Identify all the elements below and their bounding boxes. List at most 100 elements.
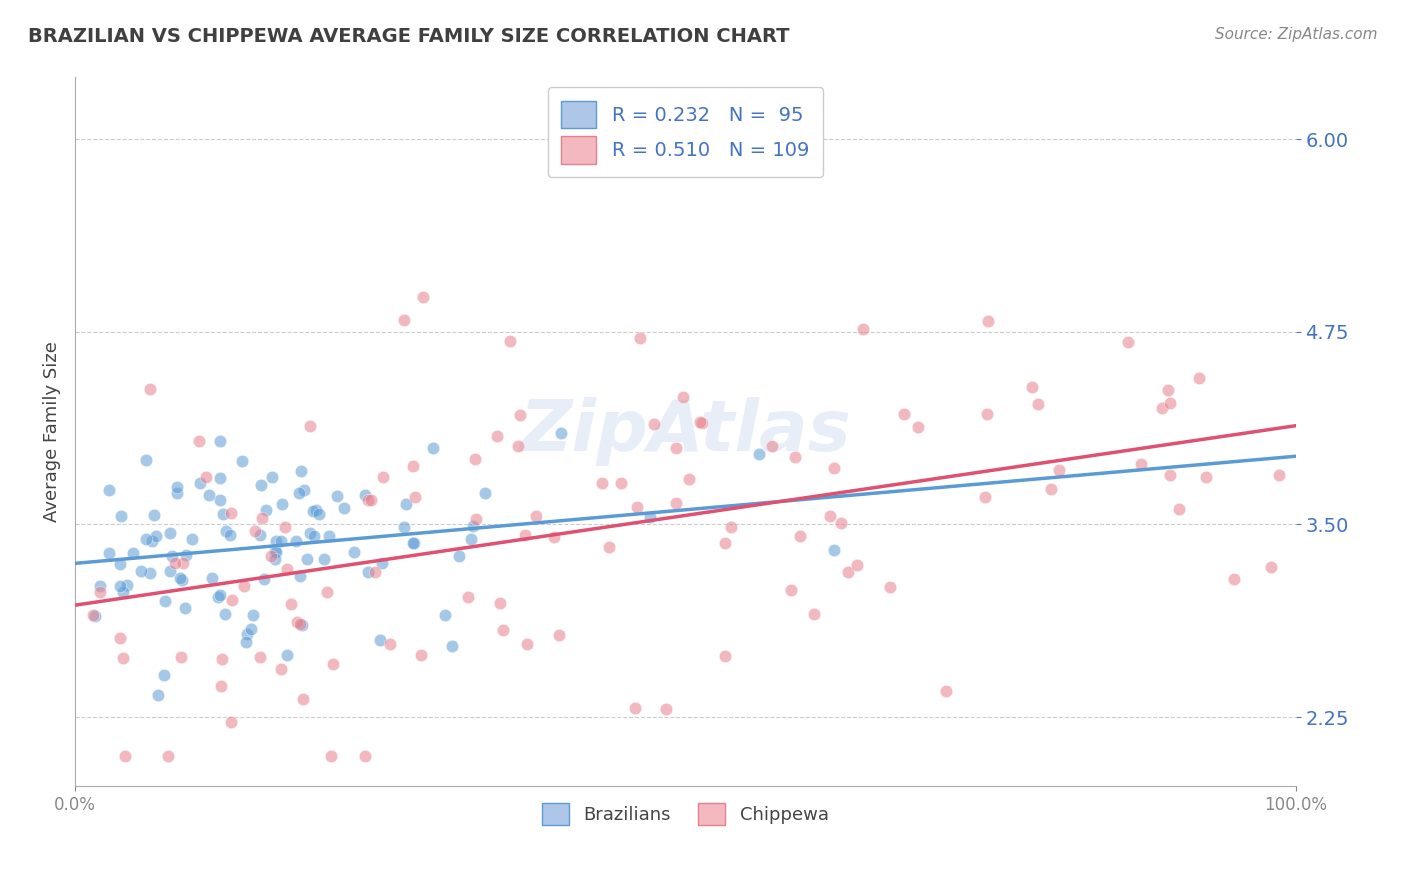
Point [162, 549, 184, 564]
Point [208, 492, 231, 507]
Point [298, 418, 321, 433]
Point [380, 637, 402, 651]
Point [485, 429, 508, 443]
Point [1039, 482, 1062, 496]
Point [308, 508, 330, 522]
Point [108, 557, 131, 571]
Point [288, 485, 311, 500]
Point [194, 470, 217, 484]
Point [221, 714, 243, 729]
Point [1150, 401, 1173, 415]
Legend: Brazilians, Chippewa: Brazilians, Chippewa [533, 794, 838, 834]
Point [250, 511, 273, 525]
Point [333, 501, 356, 516]
Point [159, 525, 181, 540]
Point [1159, 395, 1181, 409]
Point [1021, 380, 1043, 394]
Point [516, 637, 538, 651]
Point [1047, 463, 1070, 477]
Point [315, 584, 337, 599]
Point [218, 527, 240, 541]
Point [198, 488, 221, 502]
Point [626, 500, 648, 514]
Point [163, 556, 186, 570]
Point [153, 668, 176, 682]
Point [174, 548, 197, 562]
Point [678, 472, 700, 486]
Point [260, 549, 283, 564]
Point [441, 639, 464, 653]
Point [172, 573, 194, 587]
Point [270, 661, 292, 675]
Point [108, 579, 131, 593]
Point [1130, 457, 1153, 471]
Point [598, 540, 620, 554]
Point [243, 524, 266, 539]
Point [89, 579, 111, 593]
Point [371, 469, 394, 483]
Point [169, 571, 191, 585]
Point [548, 627, 571, 641]
Point [174, 601, 197, 615]
Point [188, 475, 211, 490]
Point [354, 488, 377, 502]
Point [672, 390, 695, 404]
Point [242, 607, 264, 622]
Point [1195, 470, 1218, 484]
Point [748, 447, 770, 461]
Point [250, 478, 273, 492]
Point [401, 535, 423, 549]
Point [509, 408, 531, 422]
Point [665, 496, 688, 510]
Point [610, 476, 633, 491]
Point [713, 649, 735, 664]
Point [357, 565, 380, 579]
Point [214, 524, 236, 538]
Point [221, 593, 243, 607]
Point [97, 483, 120, 497]
Point [188, 434, 211, 448]
Point [402, 535, 425, 549]
Point [181, 532, 204, 546]
Point [276, 648, 298, 662]
Point [973, 490, 995, 504]
Point [1260, 560, 1282, 574]
Point [498, 334, 520, 349]
Point [524, 509, 547, 524]
Point [368, 633, 391, 648]
Point [253, 572, 276, 586]
Point [111, 585, 134, 599]
Point [461, 519, 484, 533]
Point [108, 631, 131, 645]
Point [135, 453, 157, 467]
Point [624, 700, 647, 714]
Point [322, 657, 344, 672]
Point [148, 688, 170, 702]
Point [156, 748, 179, 763]
Point [135, 533, 157, 547]
Text: ZipAtlas: ZipAtlas [519, 398, 851, 467]
Point [249, 650, 271, 665]
Point [288, 568, 311, 582]
Point [285, 615, 308, 629]
Point [907, 419, 929, 434]
Point [508, 440, 530, 454]
Point [977, 314, 1000, 328]
Point [515, 528, 537, 542]
Point [139, 566, 162, 580]
Point [240, 622, 263, 636]
Point [1223, 572, 1246, 586]
Point [201, 571, 224, 585]
Point [1157, 383, 1180, 397]
Point [83, 608, 105, 623]
Point [492, 623, 515, 637]
Point [209, 679, 232, 693]
Point [138, 382, 160, 396]
Point [464, 452, 486, 467]
Point [852, 322, 875, 336]
Point [550, 426, 572, 441]
Point [276, 562, 298, 576]
Point [357, 492, 380, 507]
Point [145, 529, 167, 543]
Point [114, 748, 136, 763]
